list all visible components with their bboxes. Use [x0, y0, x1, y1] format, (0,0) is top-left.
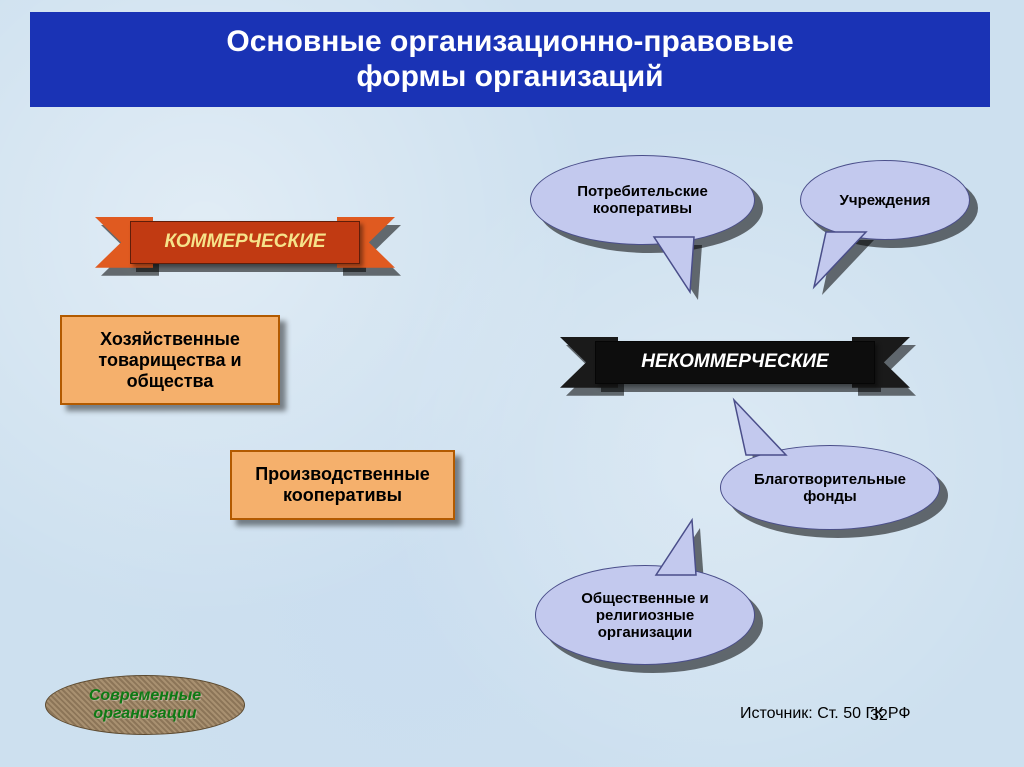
box-partnerships: Хозяйственные товарищества и общества — [60, 315, 280, 405]
footer-ellipse: Современные организации — [45, 675, 245, 735]
ribbon-noncommercial: НЕКОММЕРЧЕСКИЕ — [560, 330, 910, 395]
box-prod-coops: Производственные кооперативы — [230, 450, 455, 520]
bubble-institutions: Учреждения — [800, 160, 970, 240]
footer-ellipse-text: Современные организации — [46, 687, 244, 723]
title-line2: формы организаций — [356, 60, 663, 95]
title-bar: Основные организационно-правовые формы о… — [30, 12, 990, 107]
page-number: 32 — [870, 707, 888, 725]
bubble-charity: Благотворительные фонды — [720, 445, 940, 530]
ribbon-commercial: КОММЕРЧЕСКИЕ — [95, 210, 395, 275]
title-line1: Основные организационно-правовые — [226, 25, 793, 60]
bubble-consumer-coops: Потребительские кооперативы — [530, 155, 755, 245]
box-prod-coops-text: Производственные кооперативы — [242, 464, 443, 506]
bubble-public-religious: Общественные и религиозные организации — [535, 565, 755, 665]
box-partnerships-text: Хозяйственные товарищества и общества — [72, 329, 268, 392]
